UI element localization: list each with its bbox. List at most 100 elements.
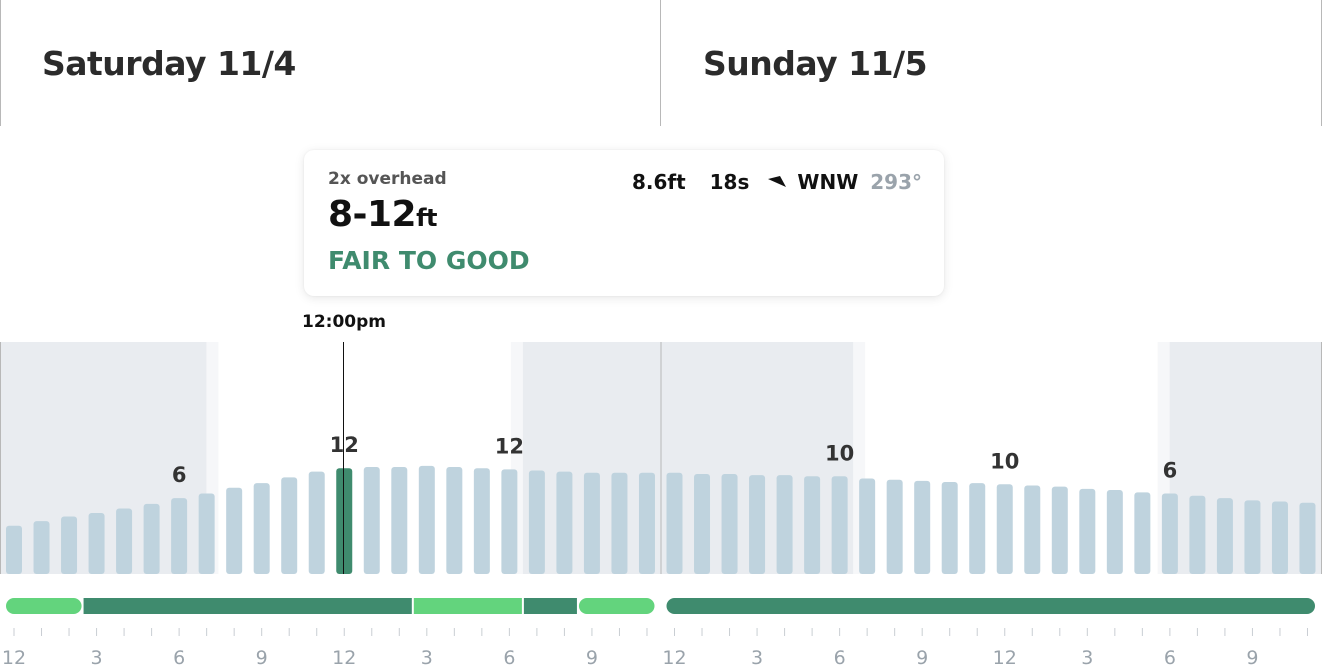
x-tick-label: 6 xyxy=(834,647,846,669)
x-tick xyxy=(563,628,565,636)
x-tick xyxy=(1224,628,1226,636)
peak-label: 6 xyxy=(172,463,187,487)
surf-bar xyxy=(61,516,78,574)
x-tick xyxy=(1086,628,1088,636)
x-tick xyxy=(233,628,235,636)
day-title: Sunday 11/5 xyxy=(703,44,928,83)
surf-bar xyxy=(886,479,903,574)
x-tick xyxy=(866,628,868,636)
x-tick xyxy=(1031,628,1033,636)
condition-segment xyxy=(6,598,82,614)
day-header-sunday: Sunday 11/5 xyxy=(661,0,1321,126)
x-tick xyxy=(1059,628,1061,636)
surf-bar xyxy=(666,472,683,574)
x-tick xyxy=(1196,628,1198,636)
x-tick xyxy=(41,628,43,636)
x-tick xyxy=(536,628,538,636)
x-tick xyxy=(674,628,675,636)
peak-label: 10 xyxy=(825,441,854,465)
x-tick xyxy=(646,628,648,636)
x-tick xyxy=(481,628,483,636)
condition-segment xyxy=(83,598,412,614)
x-tick xyxy=(1141,628,1143,636)
range-value: 8-12 xyxy=(328,194,417,235)
surf-bar xyxy=(611,472,628,574)
x-tick xyxy=(178,628,180,636)
surf-bar xyxy=(1299,502,1316,574)
x-tick xyxy=(729,628,731,636)
surf-bar xyxy=(1079,488,1096,574)
surf-bar xyxy=(6,525,22,574)
surf-bar xyxy=(1051,486,1068,574)
condition-segment xyxy=(413,598,522,614)
surf-bar xyxy=(721,473,738,574)
surf-bar xyxy=(1134,492,1151,574)
range-unit: ft xyxy=(416,204,438,232)
surf-bar xyxy=(1189,495,1206,574)
x-tick-label: 12 xyxy=(332,647,356,669)
x-tick xyxy=(316,628,318,636)
cursor-time-label: 12:00pm xyxy=(302,312,386,332)
relative-height: 2x overhead xyxy=(328,169,447,189)
x-tick xyxy=(1169,628,1171,636)
x-tick-label: 6 xyxy=(503,647,515,669)
surf-bar xyxy=(418,465,435,574)
surf-bar xyxy=(1024,485,1041,574)
surf-bar xyxy=(308,471,325,574)
x-tick-label: 3 xyxy=(1081,647,1093,669)
day-header-saturday: Saturday 11/4 xyxy=(0,0,661,126)
swell-info: 8.6ft 18s WNW 293° xyxy=(608,170,922,194)
swell-direction: WNW xyxy=(797,170,859,194)
x-tick xyxy=(1251,628,1253,636)
x-tick xyxy=(701,628,703,636)
x-tick xyxy=(894,628,896,636)
x-tick-label: 3 xyxy=(421,647,433,669)
x-tick xyxy=(123,628,125,636)
surf-bar xyxy=(996,484,1013,574)
peak-label: 12 xyxy=(495,434,524,458)
x-tick xyxy=(976,628,978,636)
surf-bar xyxy=(638,472,655,574)
surf-bar xyxy=(1161,493,1178,574)
surf-bar xyxy=(1244,500,1261,574)
x-tick xyxy=(371,628,373,636)
surf-bar xyxy=(528,470,545,574)
condition-segment xyxy=(666,598,1315,614)
x-tick xyxy=(343,628,345,636)
surf-bar xyxy=(941,482,958,574)
surf-bar xyxy=(171,498,188,574)
x-tick-label: 3 xyxy=(751,647,763,669)
surf-bar xyxy=(804,476,821,574)
surf-bar xyxy=(1271,501,1288,574)
surf-bar xyxy=(281,477,298,574)
surf-bar xyxy=(226,487,243,574)
x-tick xyxy=(426,628,428,636)
surf-bar xyxy=(583,472,600,574)
cursor-line[interactable] xyxy=(343,342,344,574)
surf-bar xyxy=(198,493,215,574)
x-tick xyxy=(13,628,15,636)
x-tick-label: 9 xyxy=(916,647,928,669)
x-tick xyxy=(784,628,786,636)
x-tick xyxy=(921,628,923,636)
x-tick xyxy=(508,628,510,636)
surf-bar xyxy=(446,467,463,574)
x-tick-label: 12 xyxy=(2,647,26,669)
x-tick xyxy=(96,628,98,636)
x-tick xyxy=(1114,628,1116,636)
condition-segment xyxy=(578,598,655,614)
x-tick xyxy=(261,628,263,636)
surf-bar xyxy=(749,475,766,574)
x-tick xyxy=(949,628,951,636)
x-tick-label: 6 xyxy=(173,647,185,669)
surf-bar xyxy=(694,473,711,574)
x-tick xyxy=(811,628,813,636)
x-tick xyxy=(151,628,153,636)
x-tick-label: 12 xyxy=(662,647,686,669)
day-divider-left xyxy=(0,0,1,126)
surf-height-range: 8-12ft xyxy=(328,194,438,235)
x-tick xyxy=(591,628,593,636)
x-tick-label: 3 xyxy=(91,647,103,669)
x-tick xyxy=(1279,628,1281,636)
